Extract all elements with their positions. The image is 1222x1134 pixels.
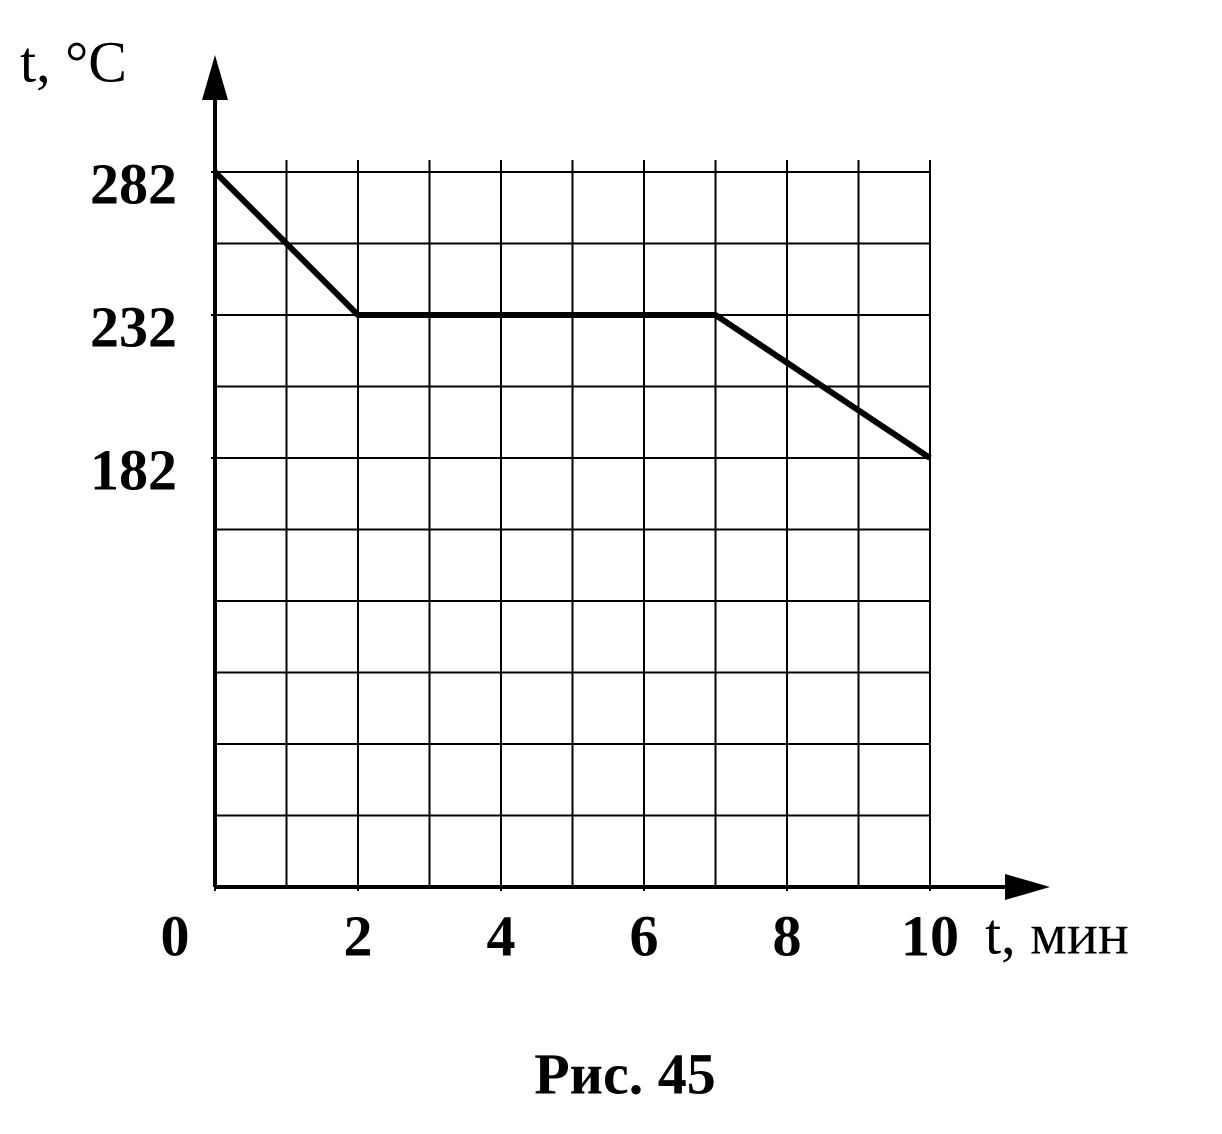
x-axis-arrow [1005,874,1050,900]
x-tick-label: 6 [630,903,659,968]
data-line [212,169,932,461]
x-tick-label: 10 [901,903,959,968]
y-axis-arrow [202,55,228,100]
x-tick-label: 4 [487,903,516,968]
x-tick-label: 8 [773,903,802,968]
y-tick-label: 182 [90,437,177,502]
y-axis-label: t, °C [20,29,127,94]
x-axis-label: t, мин [985,901,1129,966]
y-tick-label: 232 [90,294,177,359]
caption: Рис. 45 [534,1041,716,1106]
y-tick-label: 282 [90,151,177,216]
x-tick-label: 0 [161,903,190,968]
x-tick-label: 2 [344,903,373,968]
